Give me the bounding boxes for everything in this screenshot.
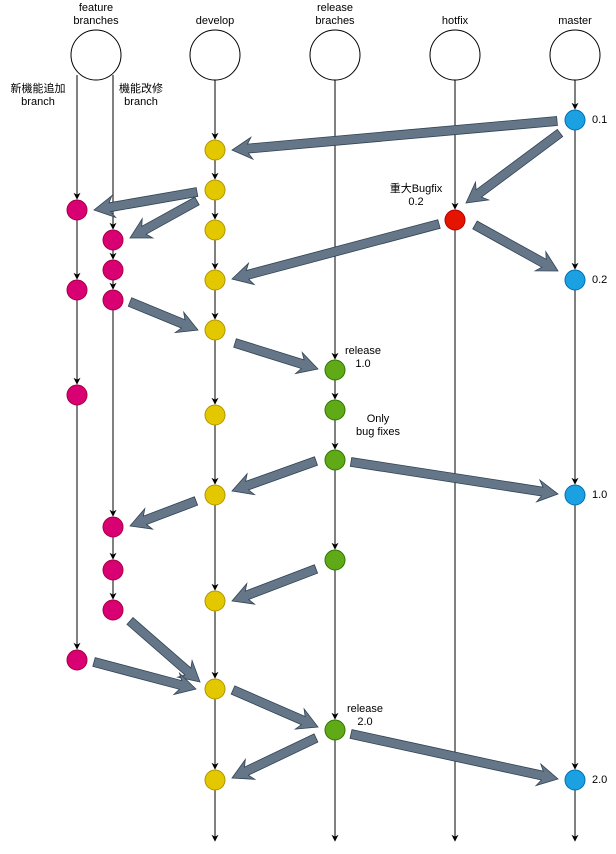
- merge-arrow: [126, 617, 201, 683]
- master-version-label: 0.2: [592, 274, 608, 286]
- merge-arrow: [231, 219, 441, 286]
- branch-header-release: [309, 29, 361, 81]
- develop-commit: [204, 319, 226, 341]
- develop-commit: [204, 484, 226, 506]
- branch-lanes: [73, 75, 579, 842]
- merge-arrow: [233, 338, 319, 375]
- branch-header-feature: [70, 29, 122, 81]
- master-commit: [564, 484, 586, 506]
- feature-improve-commit: [102, 259, 124, 281]
- master-version-label: 0.1: [592, 114, 608, 126]
- develop-commit: [204, 219, 226, 241]
- merge-arrow: [129, 496, 199, 530]
- master-commit: [564, 769, 586, 791]
- merge-arrow: [231, 564, 319, 605]
- feature-improve-commit: [102, 516, 124, 538]
- branch-header-master: [549, 29, 601, 81]
- develop-commit: [204, 139, 226, 161]
- feature-improve-commit: [102, 559, 124, 581]
- master-commit: [564, 109, 586, 131]
- merge-arrow: [231, 456, 319, 496]
- master-version-label: 1.0: [592, 489, 608, 501]
- branch-header-hotfix: [429, 29, 481, 81]
- header-release-label: release braches: [315, 2, 355, 27]
- feature-new-commit: [66, 199, 88, 221]
- release-1-annotation: release 1.0: [344, 345, 382, 370]
- branch-header-develop: [189, 29, 241, 81]
- release-commit: [324, 449, 346, 471]
- branch-headers: [70, 29, 601, 81]
- develop-commit: [204, 269, 226, 291]
- merge-arrow: [231, 116, 558, 161]
- merge-arrow: [230, 685, 319, 730]
- improve-feature-branch-label: 機能改修 branch: [119, 83, 163, 108]
- release-commit: [324, 549, 346, 571]
- header-feature-label: feature branches: [73, 2, 119, 27]
- commit-nodes: [66, 109, 586, 791]
- release-commit: [324, 399, 346, 421]
- develop-commit: [204, 404, 226, 426]
- merge-arrow: [465, 128, 564, 204]
- header-master-label: master: [558, 15, 592, 27]
- bugfix-annotation: Only bug fixes: [355, 413, 401, 438]
- develop-commit: [204, 678, 226, 700]
- hotfix-commit: [444, 209, 466, 231]
- develop-commit: [204, 769, 226, 791]
- master-commit: [564, 269, 586, 291]
- feature-improve-commit: [102, 229, 124, 251]
- hotfix-annotation: 重大Bugfix 0.2: [389, 183, 443, 208]
- header-hotfix-label: hotfix: [441, 15, 469, 27]
- develop-commit: [204, 590, 226, 612]
- merge-arrow: [472, 220, 559, 272]
- feature-new-commit: [66, 649, 88, 671]
- merge-arrow: [129, 196, 200, 239]
- merge-arrows: [92, 116, 564, 787]
- feature-new-commit: [66, 279, 88, 301]
- merge-arrow: [92, 657, 197, 696]
- release-commit: [324, 719, 346, 741]
- merge-arrow: [349, 729, 559, 787]
- release-commit: [324, 359, 346, 381]
- merge-arrow: [127, 297, 199, 334]
- merge-arrow: [349, 457, 559, 503]
- header-develop-label: develop: [195, 15, 235, 27]
- merge-arrow: [231, 733, 319, 780]
- feature-improve-commit: [102, 599, 124, 621]
- merge-arrow: [93, 187, 199, 219]
- release-2-annotation: release 2.0: [346, 703, 384, 728]
- feature-new-commit: [66, 384, 88, 406]
- feature-improve-commit: [102, 289, 124, 311]
- master-version-label: 2.0: [592, 774, 608, 786]
- develop-commit: [204, 179, 226, 201]
- new-feature-branch-label: 新機能追加 branch: [10, 83, 66, 108]
